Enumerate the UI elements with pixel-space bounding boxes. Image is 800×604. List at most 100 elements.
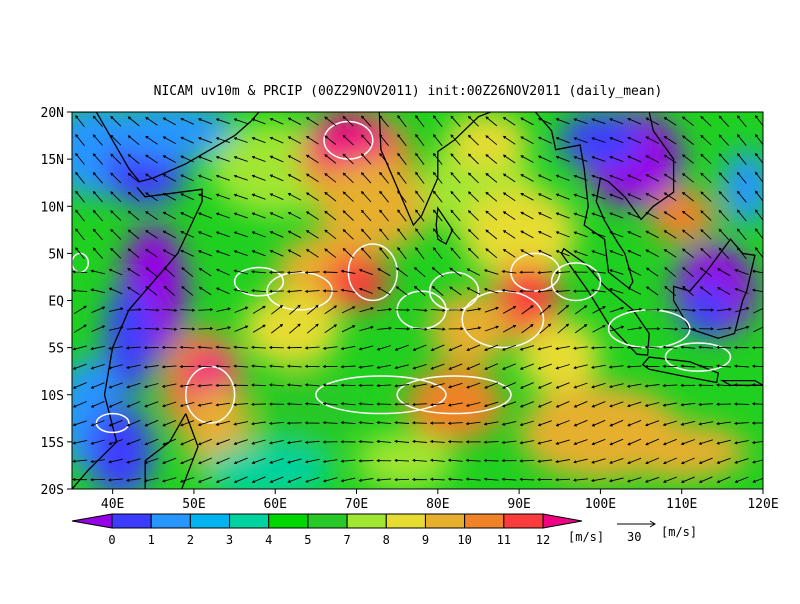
wind-vector (662, 402, 678, 407)
wind-vector (286, 402, 302, 406)
wind-vector (432, 134, 443, 147)
wind-vector (72, 459, 88, 463)
wind-vector (573, 250, 588, 257)
wind-vector (734, 325, 750, 332)
wind-vector (215, 287, 230, 295)
colorbar-label: 1 (148, 533, 155, 547)
wind-vector (394, 458, 410, 463)
wind-vector (430, 383, 445, 389)
wind-vector (92, 153, 103, 165)
wind-vector (537, 174, 552, 182)
wind-vector (198, 308, 214, 312)
wind-vector (447, 440, 463, 444)
wind-vector (180, 193, 194, 201)
wind-vector (179, 476, 195, 483)
wind-vector (324, 135, 337, 145)
wind-vector (233, 193, 248, 200)
wind-vector (144, 458, 159, 464)
wind-vector (75, 247, 85, 260)
wind-vector (644, 476, 660, 483)
wind-vector (501, 288, 517, 293)
wind-vector (215, 118, 230, 125)
wind-vector (324, 210, 337, 221)
wind-vector (125, 478, 141, 482)
wind-vector (644, 384, 660, 388)
wind-vector (450, 209, 461, 222)
wind-vector (537, 117, 552, 125)
wind-vector (483, 440, 499, 444)
wind-vector (466, 382, 481, 389)
wind-vector (287, 174, 302, 182)
wind-vector (358, 287, 373, 294)
wind-vector (145, 230, 158, 239)
wind-vector (519, 440, 535, 445)
wind-vector (733, 364, 749, 368)
wind-vector (322, 421, 338, 425)
wind-vector (215, 383, 231, 388)
wind-vector (466, 326, 482, 331)
wind-vector (180, 438, 195, 446)
wind-vector (699, 327, 715, 331)
wind-vector (751, 402, 763, 406)
colorbar-swatch (346, 513, 387, 529)
wind-vector (662, 384, 678, 388)
speed-blob (649, 187, 715, 244)
wind-vector (555, 193, 570, 200)
wind-vector (180, 457, 195, 465)
wind-vector (645, 286, 659, 296)
wind-vector (287, 155, 302, 163)
wind-vector (92, 190, 103, 203)
wind-vector (110, 191, 122, 203)
wind-vector (322, 270, 338, 274)
wind-vector (269, 212, 284, 219)
wind-vector (718, 209, 730, 222)
wind-vector (286, 440, 302, 445)
wind-vector (360, 134, 372, 146)
wind-vector (287, 117, 302, 126)
wind-vector (467, 172, 479, 184)
y-tick-label: 20S (41, 483, 64, 498)
wind-vector (449, 267, 462, 277)
wind-vector (75, 209, 85, 222)
wind-vector (215, 476, 230, 483)
wind-vector (609, 212, 624, 219)
wind-vector (626, 477, 642, 483)
wind-vector (252, 324, 266, 333)
wind-vectors (72, 115, 763, 484)
wind-vector (751, 346, 763, 350)
wind-vector (736, 152, 747, 165)
wind-vector (251, 402, 267, 406)
wind-vector (627, 174, 642, 182)
wind-vector (289, 304, 301, 315)
wind-vector (340, 269, 356, 274)
wind-vector (415, 209, 425, 222)
wind-vector (591, 212, 606, 219)
wind-vector (573, 118, 588, 125)
wind-vector (92, 247, 103, 259)
wind-vector (682, 267, 694, 278)
wind-vector (127, 135, 140, 146)
wind-vector (698, 383, 714, 387)
wind-vector (591, 155, 606, 162)
precip-contour (233, 266, 285, 297)
wind-vector (233, 174, 248, 181)
wind-vector (72, 382, 87, 389)
wind-vector (342, 229, 354, 240)
wind-vector (663, 154, 677, 164)
wind-vector (429, 458, 445, 462)
wind-vector (467, 153, 479, 165)
colorbar-swatch (503, 513, 544, 529)
wind-vector (501, 459, 517, 463)
wind-vector (555, 400, 570, 408)
wind-vector (484, 363, 499, 370)
wind-vector (341, 325, 356, 333)
wind-vector (699, 267, 712, 277)
wind-vector (609, 118, 624, 125)
wind-vector (72, 363, 87, 370)
wind-vector (450, 171, 461, 184)
wind-vector (519, 420, 535, 427)
wind-vector (110, 115, 122, 127)
wind-vector (573, 212, 588, 219)
colorbar-label: 5 (304, 533, 311, 547)
wind-vector (163, 266, 176, 278)
